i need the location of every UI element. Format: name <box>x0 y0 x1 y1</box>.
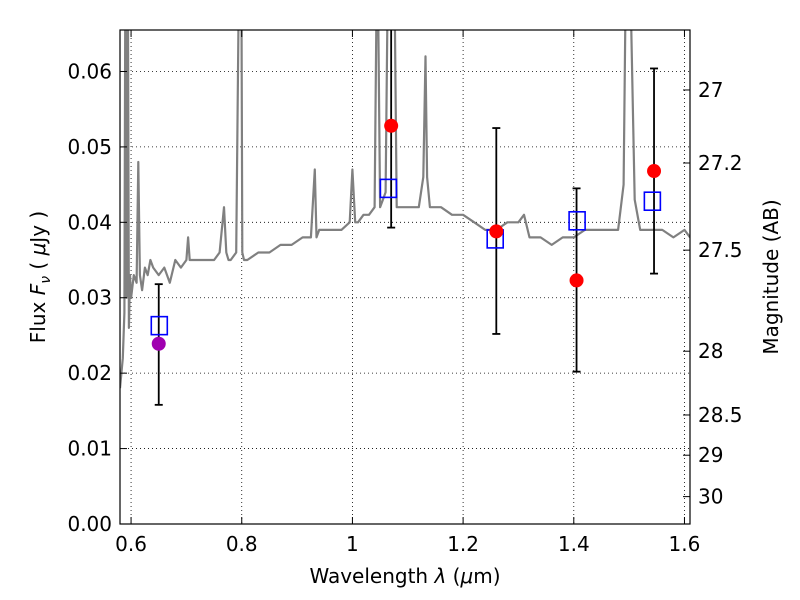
x-tick-label: 0.6 <box>115 532 147 556</box>
magnitude-tick-label: 30 <box>698 485 723 509</box>
observed-flux-point <box>384 118 399 133</box>
y-tick-label: 0.03 <box>67 286 112 310</box>
model-photometry-box <box>568 211 586 231</box>
observed-points-layer <box>151 118 662 351</box>
model-spectrum-layer <box>120 30 690 389</box>
x-tick-label: 0.8 <box>226 532 258 556</box>
y-tick-label: 0.01 <box>67 437 112 461</box>
magnitude-tick-label: 27 <box>698 78 723 102</box>
y-tick-label: 0.02 <box>67 361 112 385</box>
model-photometry-box <box>379 178 398 199</box>
model-photometry-box <box>643 191 662 212</box>
observed-flux-point <box>151 336 166 351</box>
model-photometry-box <box>150 315 169 336</box>
y-axis-ticks: 0.00 0.01 0.02 0.03 0.04 0.05 0.06 <box>67 59 127 536</box>
observed-flux-point <box>647 164 662 179</box>
magnitude-tick-label: 27.2 <box>698 151 743 175</box>
model-photometry-layer <box>150 178 662 336</box>
observed-flux-point <box>569 273 584 288</box>
model-spectrum-line <box>120 30 690 389</box>
plot-background <box>120 30 690 524</box>
x-tick-label: 1.6 <box>669 532 701 556</box>
x-axis-ticks: 0.6 0.8 1 1.2 1.4 1.6 <box>115 30 700 556</box>
magnitude-tick-label: 28 <box>698 339 723 363</box>
observed-flux-point <box>489 224 504 239</box>
y-tick-label: 0.04 <box>67 210 112 234</box>
magnitude-tick-label: 28.5 <box>698 403 743 427</box>
y-axis-label: Flux Fν ( μJy ) <box>26 211 54 343</box>
y-tick-label: 0.05 <box>67 135 112 159</box>
magnitude-tick-label: 29 <box>698 443 723 467</box>
y-tick-label: 0.06 <box>67 59 112 83</box>
x-tick-label: 1.4 <box>558 532 590 556</box>
plot-frame <box>119 29 691 525</box>
right-axis-label: Magnitude (AB) <box>759 199 783 354</box>
y-tick-label: 0.00 <box>67 512 112 536</box>
magnitude-axis-ticks: 27 27.2 27.5 28 28.5 29 30 <box>683 78 743 509</box>
x-axis-label: Wavelength λ (μm) <box>309 564 500 588</box>
x-tick-label: 1.2 <box>447 532 479 556</box>
magnitude-tick-label: 27.5 <box>698 238 743 262</box>
grid-lines <box>120 30 690 524</box>
x-tick-label: 1 <box>346 532 359 556</box>
